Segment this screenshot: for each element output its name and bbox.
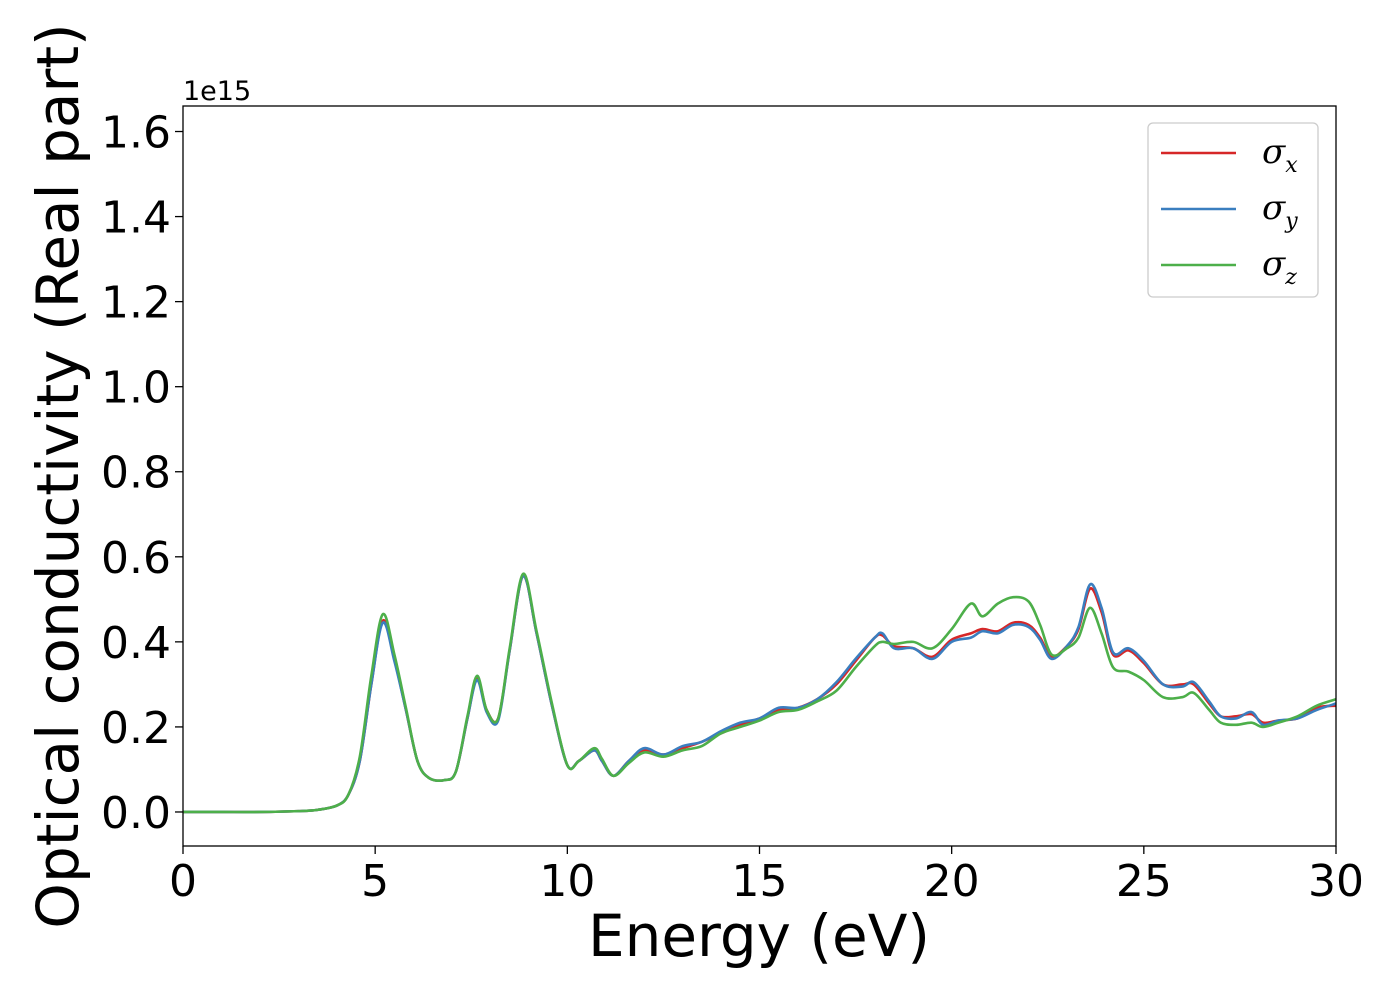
x-axis-ticks: 0 5 10 15 20 25 30 [169, 846, 1364, 907]
y-axis-title: Optical conductivity (Real part) [24, 23, 92, 928]
y-tick-label: 1.6 [101, 108, 171, 159]
legend-label-y: σy [1262, 188, 1298, 234]
x-axis-title: Energy (eV) [588, 902, 930, 970]
y-tick-label: 1.2 [101, 278, 171, 329]
y-tick-label: 0.2 [101, 703, 171, 754]
y-axis-ticks: 0.0 0.2 0.4 0.6 0.8 1.0 1.2 1.4 1.6 [101, 108, 183, 839]
x-tick-label: 20 [924, 856, 980, 907]
legend-label-x: σx [1262, 132, 1298, 178]
legend: σx σy σz [1147, 122, 1319, 298]
series-layer [183, 572, 1336, 814]
y-tick-label: 0.8 [101, 448, 171, 499]
y-tick-label: 0.0 [101, 788, 171, 839]
x-tick-label: 10 [539, 856, 595, 907]
x-tick-label: 30 [1308, 856, 1364, 907]
y-tick-label: 1.0 [101, 363, 171, 414]
x-tick-label: 15 [732, 856, 788, 907]
series-line-z [183, 572, 1336, 814]
x-tick-label: 0 [169, 856, 197, 907]
x-tick-label: 5 [361, 856, 389, 907]
legend-label-z: σz [1262, 244, 1297, 290]
y-tick-label: 0.6 [101, 533, 171, 584]
y-tick-label: 1.4 [101, 193, 171, 244]
y-tick-label: 0.4 [101, 618, 171, 669]
x-tick-label: 25 [1116, 856, 1172, 907]
y-offset-label: 1e15 [183, 76, 251, 107]
